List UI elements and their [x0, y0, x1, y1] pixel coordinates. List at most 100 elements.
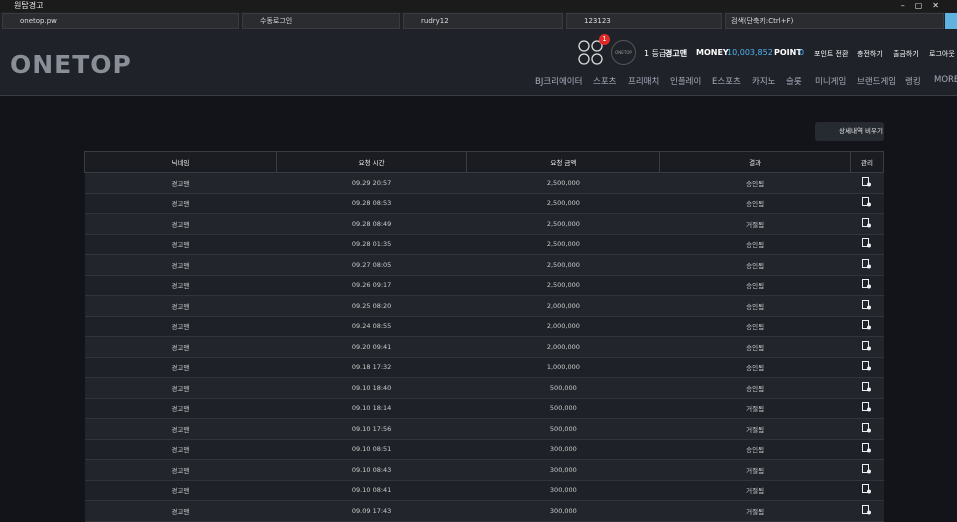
table-row: 경고맨 09.24 08:55 2,000,000 승인됨 [84, 316, 884, 337]
manage-icon[interactable] [850, 172, 884, 194]
table-row: 경고맨 09.25 08:20 2,000,000 승인됨 [84, 295, 884, 317]
username-field[interactable]: rudry12 [403, 13, 563, 29]
manage-icon[interactable] [850, 480, 884, 501]
column-header: 닉네임 [84, 151, 277, 173]
nav-item[interactable]: 스포츠 [593, 77, 617, 87]
table-row: 경고맨 09.10 08:43 300,000 거절됨 [84, 459, 884, 481]
window-title: 원탑경고 [14, 1, 44, 10]
cell: 승인됨 [659, 439, 851, 460]
nav-item[interactable]: 슬롯 [786, 77, 802, 87]
search-button[interactable] [945, 13, 957, 29]
table-row: 경고맨 09.09 17:43 300,000 거절됨 [84, 500, 884, 522]
cell: 거절됨 [659, 418, 851, 440]
window-controls[interactable]: –▢✕ [900, 1, 949, 10]
nav-item[interactable]: BJ크리에이터 [535, 77, 583, 87]
manage-icon[interactable] [850, 377, 884, 399]
logo[interactable]: ONETOP [10, 50, 132, 79]
header-link[interactable]: 로그아웃 [929, 50, 955, 58]
title-bar: 원탑경고 –▢✕ [0, 0, 957, 12]
avatar: ONETOP [611, 40, 636, 65]
cell: 2,500,000 [466, 254, 660, 276]
cell: 09.28 08:49 [276, 213, 467, 235]
money-label: MONEY [696, 48, 729, 57]
manage-icon[interactable] [850, 357, 884, 378]
cell: 2,500,000 [466, 234, 660, 255]
table-row: 경고맨 09.27 08:05 2,500,000 승인됨 [84, 254, 884, 276]
manage-icon[interactable] [850, 213, 884, 235]
header-link[interactable]: 출금하기 [893, 50, 919, 58]
manage-icon[interactable] [850, 295, 884, 317]
table-row: 경고맨 09.10 18:40 500,000 승인됨 [84, 377, 884, 399]
cell: 09.26 09:17 [276, 275, 467, 296]
cell: 승인됨 [659, 172, 851, 194]
manage-icon[interactable] [850, 439, 884, 460]
nav-item[interactable]: 브랜드게임 [857, 77, 897, 87]
manage-icon[interactable] [850, 316, 884, 337]
cell: 09.29 20:57 [276, 172, 467, 194]
manage-icon[interactable] [850, 234, 884, 255]
manage-icon[interactable] [850, 254, 884, 276]
manage-icon[interactable] [850, 500, 884, 522]
cell: 2,500,000 [466, 193, 660, 214]
manage-icon[interactable] [850, 459, 884, 481]
clear-history-button[interactable]: 상세내역 비우기 [815, 122, 884, 141]
cell: 09.10 08:51 [276, 439, 467, 460]
cell: 09.10 08:41 [276, 480, 467, 501]
cell: 경고맨 [84, 398, 277, 419]
cell: 09.18 17:32 [276, 357, 467, 378]
cell: 09.10 17:56 [276, 418, 467, 440]
manage-icon[interactable] [850, 398, 884, 419]
site-header: ONETOP 1 ONETOP 1 등급 경고맨 MONEY 10,003,85… [0, 30, 957, 96]
cell: 300,000 [466, 500, 660, 522]
nav-item[interactable]: 프리매치 [628, 77, 660, 87]
cell: 2,000,000 [466, 295, 660, 317]
cell: 거절됨 [659, 480, 851, 501]
cell: 2,000,000 [466, 316, 660, 337]
history-table: 닉네임 요청 시간 요청 금액 결과 관리 경고맨 09.29 20:57 2,500,000… [84, 151, 885, 522]
manage-icon[interactable] [850, 336, 884, 358]
column-header: 요청 금액 [466, 151, 661, 173]
table-row: 경고맨 09.10 17:56 500,000 거절됨 [84, 418, 884, 440]
point: 0 [799, 48, 805, 57]
cell: 09.10 18:40 [276, 377, 467, 399]
money: 10,003,852 [727, 48, 773, 57]
cell: 2,000,000 [466, 336, 660, 358]
nav-item[interactable]: 카지노 [752, 77, 776, 87]
password-field[interactable]: 123123 [566, 13, 722, 29]
manage-icon[interactable] [850, 193, 884, 214]
manage-icon[interactable] [850, 275, 884, 296]
cell: 09.09 17:43 [276, 500, 467, 522]
cell: 경고맨 [84, 336, 277, 358]
table-row: 경고맨 09.28 08:49 2,500,000 거절됨 [84, 213, 884, 235]
cell: 500,000 [466, 398, 660, 419]
cell: 경고맨 [84, 500, 277, 522]
cell: 경고맨 [84, 357, 277, 378]
cell: 승인됨 [659, 357, 851, 378]
nav-item[interactable]: E스포츠 [712, 77, 741, 87]
cell: 300,000 [466, 480, 660, 501]
cell: 승인됨 [659, 377, 851, 399]
cell: 500,000 [466, 377, 660, 399]
login-mode[interactable]: 수동로그인 [242, 13, 400, 29]
url-field[interactable]: onetop.pw [2, 13, 239, 29]
cell: 경고맨 [84, 418, 277, 440]
nav-item[interactable]: MORE [934, 75, 957, 85]
cell: 승인됨 [659, 295, 851, 317]
nav-item[interactable]: 미니게임 [815, 77, 847, 87]
header-link[interactable]: 포인트 전환 [814, 50, 849, 58]
user-icons[interactable] [578, 38, 606, 66]
header-link[interactable]: 충전하기 [857, 50, 883, 58]
nav-item[interactable]: 랭킹 [905, 77, 921, 87]
nav-item[interactable]: 인플레이 [670, 77, 702, 87]
cell: 300,000 [466, 459, 660, 481]
cell: 경고맨 [84, 459, 277, 481]
cell: 거절됨 [659, 398, 851, 419]
manage-icon[interactable] [850, 418, 884, 440]
nickname: 경고맨 [665, 49, 688, 58]
column-header: 결과 [659, 151, 851, 173]
cell: 300,000 [466, 439, 660, 460]
table-row: 경고맨 09.20 09:41 2,000,000 승인됨 [84, 336, 884, 358]
search-field[interactable]: 검색(단축키:Ctrl+F) [725, 13, 944, 29]
table-row: 경고맨 09.29 20:57 2,500,000 승인됨 [84, 172, 884, 194]
